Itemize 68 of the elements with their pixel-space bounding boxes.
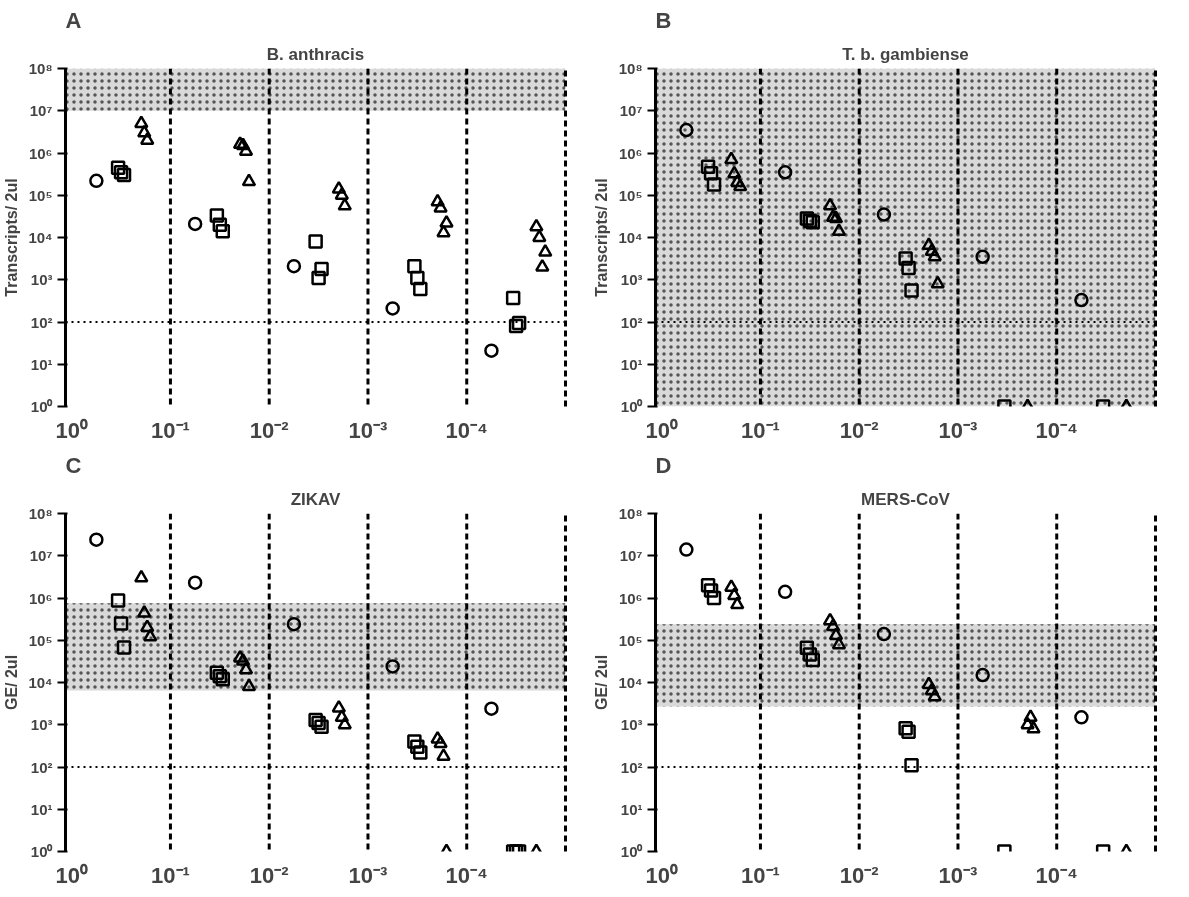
y-axis-title: GE/ 2ul — [3, 654, 21, 711]
x-tick-label: 10⁻³ — [938, 862, 978, 888]
x-tick-label: 10⁻³ — [938, 417, 978, 443]
x-tick-label: 10⁻² — [839, 417, 879, 443]
y-tick-label: 10³ — [30, 716, 53, 734]
x-tick-label: 10⁻² — [249, 417, 289, 443]
chart-title: ZIKAV — [290, 489, 342, 509]
y-tick-label: 10³ — [620, 716, 643, 734]
x-tick-label: 10⁻² — [839, 862, 879, 888]
y-tick-label: 10⁴ — [618, 229, 643, 246]
x-tick-label: 10⁻¹ — [151, 417, 190, 443]
text: C — [65, 452, 82, 478]
y-tick-label: 10⁰ — [30, 843, 54, 860]
x-tick-label: 10⁻¹ — [741, 862, 780, 888]
y-tick-label: 10² — [30, 758, 53, 776]
y-tick-label: 10⁶ — [618, 144, 643, 162]
y-tick-label: 10⁸ — [28, 60, 53, 77]
x-tick-label: 10⁻³ — [348, 417, 388, 443]
y-tick-label: 10⁴ — [28, 229, 53, 246]
y-tick-label: 10⁸ — [618, 60, 643, 77]
chart-title: T. b. gambiense — [842, 44, 969, 64]
y-tick-label: 10⁵ — [618, 631, 643, 649]
text: B — [655, 7, 672, 33]
y-tick-label: 10⁴ — [618, 674, 643, 691]
x-tick-label: 10⁻¹ — [151, 862, 190, 888]
y-tick-label: 10⁷ — [619, 547, 643, 565]
y-axis-title: GE/ 2ul — [593, 654, 611, 711]
x-tick-label: 10⁰ — [55, 417, 88, 443]
y-tick-label: 10⁰ — [30, 398, 54, 415]
y-tick-label: 10⁵ — [28, 631, 53, 649]
x-tick-label: 10⁻⁴ — [1035, 862, 1078, 888]
y-tick-label: 10³ — [30, 271, 53, 289]
y-tick-label: 10⁵ — [28, 186, 53, 204]
x-tick-label: 10⁻² — [249, 862, 289, 888]
chart-title: MERS-CoV — [861, 489, 951, 509]
y-tick-label: 10⁴ — [28, 674, 53, 691]
y-tick-label: 10² — [30, 313, 53, 331]
y-tick-label: 10³ — [620, 271, 643, 289]
y-tick-label: 10⁸ — [28, 505, 53, 522]
y-tick-label: 10⁰ — [620, 398, 644, 415]
y-tick-label: 10⁸ — [618, 505, 643, 522]
y-tick-label: 10¹ — [30, 355, 53, 373]
x-tick-label: 10⁻⁴ — [1035, 417, 1078, 443]
x-tick-label: 10⁰ — [645, 417, 678, 443]
x-tick-label: 10⁰ — [645, 862, 678, 888]
y-axis-title: Transcripts/ 2ul — [593, 178, 611, 297]
x-tick-label: 10⁻¹ — [741, 417, 780, 443]
x-tick-label: 10⁻³ — [348, 862, 388, 888]
y-tick-label: 10⁶ — [28, 589, 53, 607]
y-tick-label: 10² — [620, 313, 643, 331]
text: D — [655, 452, 672, 478]
y-tick-label: 10⁷ — [29, 102, 53, 120]
y-tick-label: 10⁰ — [620, 843, 644, 860]
y-tick-label: 10⁶ — [28, 144, 53, 162]
x-tick-label: 10⁻⁴ — [445, 417, 488, 443]
y-tick-label: 10⁶ — [618, 589, 643, 607]
chart-title: B. anthracis — [266, 44, 365, 64]
y-axis-title: Transcripts/ 2ul — [3, 178, 21, 297]
y-tick-label: 10² — [620, 758, 643, 776]
text: A — [65, 7, 82, 33]
x-tick-label: 10⁻⁴ — [445, 862, 488, 888]
y-tick-label: 10⁷ — [29, 547, 53, 565]
y-tick-label: 10¹ — [620, 355, 643, 373]
y-tick-label: 10¹ — [620, 800, 643, 818]
y-tick-label: 10⁵ — [618, 186, 643, 204]
x-tick-label: 10⁰ — [55, 862, 88, 888]
y-tick-label: 10¹ — [30, 800, 53, 818]
y-tick-label: 10⁷ — [619, 102, 643, 120]
